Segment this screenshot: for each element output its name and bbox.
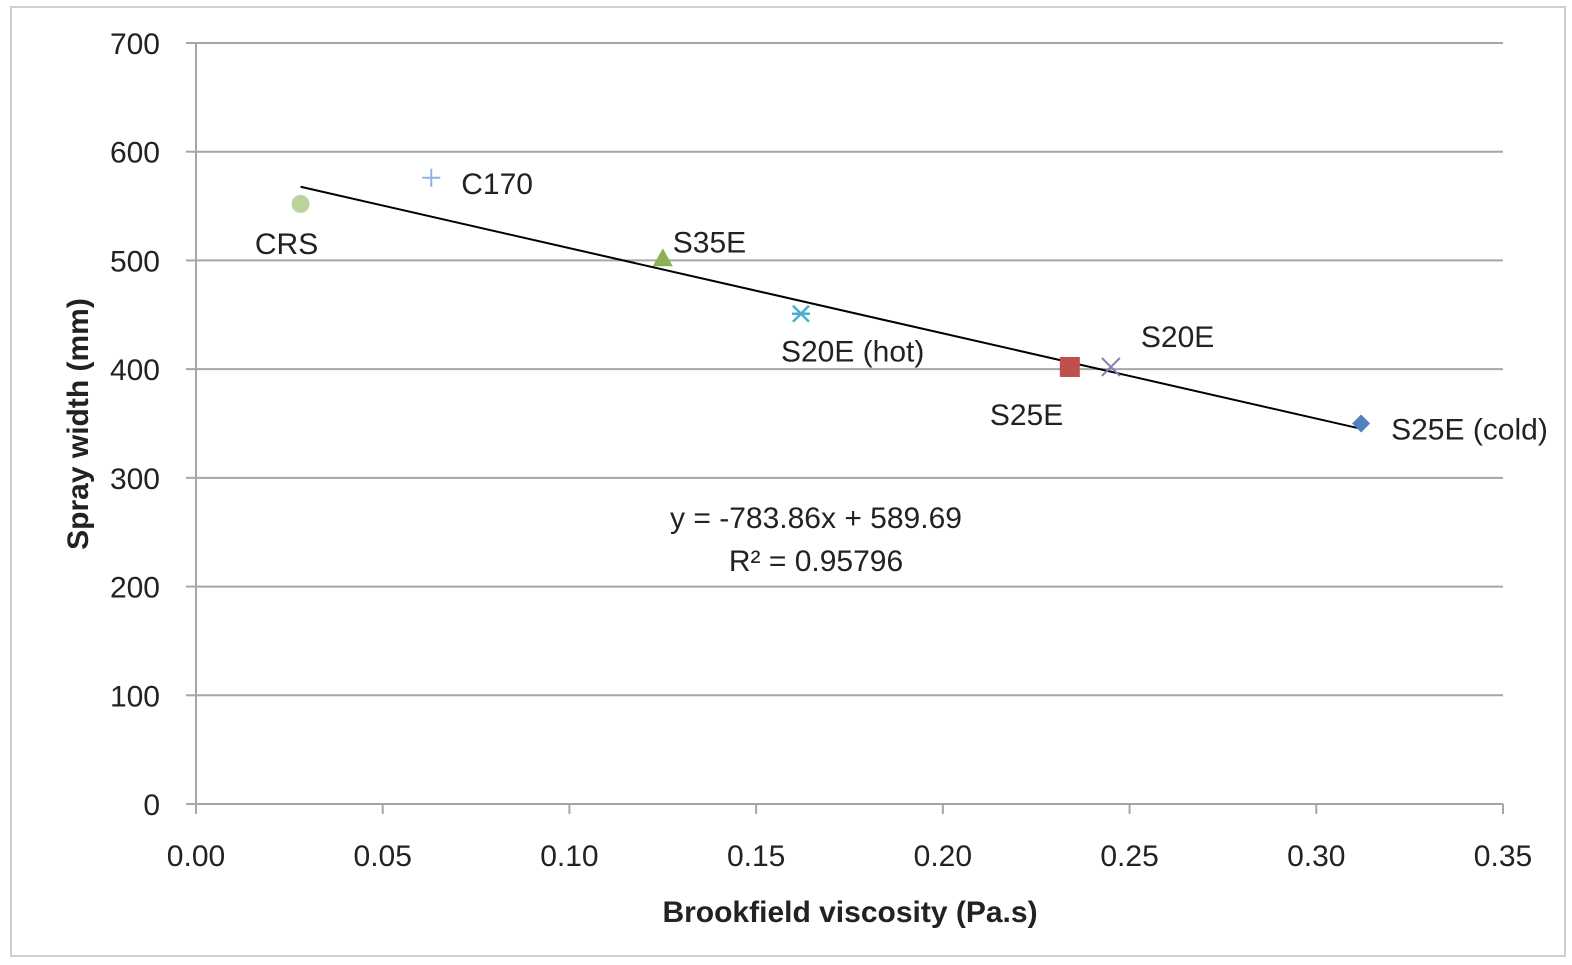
point-labels: CRS C170 S35E S20E (hot) S25E S20E S25E (cold) bbox=[255, 168, 1548, 447]
axes bbox=[186, 42, 1504, 814]
y-axis-title: Spray width (mm) bbox=[62, 298, 95, 550]
x-tick-label-0.15: 0.15 bbox=[727, 840, 785, 873]
point-s20e-hot-label: S20E (hot) bbox=[781, 336, 924, 369]
point-crs bbox=[291, 194, 310, 213]
point-s25e-cold bbox=[1352, 414, 1371, 433]
x-tick-label-0.25: 0.25 bbox=[1100, 840, 1158, 873]
y-tick-label-0: 0 bbox=[143, 789, 160, 822]
y-tick-label-700: 700 bbox=[110, 28, 160, 61]
point-s20e-label: S20E bbox=[1141, 321, 1214, 354]
x-tick-labels: 0.00 0.05 0.10 0.15 0.20 0.25 0.30 0.35 bbox=[167, 840, 1532, 873]
x-tick-label-0.35: 0.35 bbox=[1474, 840, 1532, 873]
x-tick-label-0.05: 0.05 bbox=[354, 840, 412, 873]
point-s35e-label: S35E bbox=[673, 226, 746, 259]
point-s20e bbox=[1101, 357, 1121, 377]
gridlines bbox=[196, 42, 1503, 697]
x-tick-label-0.20: 0.20 bbox=[914, 840, 972, 873]
trendline bbox=[300, 185, 1362, 430]
x-axis-title: Brookfield viscosity (Pa.s) bbox=[662, 896, 1037, 929]
x-tick-label-0.30: 0.30 bbox=[1287, 840, 1345, 873]
point-s20e-hot bbox=[791, 304, 810, 323]
point-s35e bbox=[652, 248, 673, 267]
y-tick-labels: 0 100 200 300 400 500 600 700 bbox=[110, 28, 160, 822]
chart-frame bbox=[10, 6, 1566, 957]
point-s25e-label: S25E bbox=[990, 399, 1063, 432]
x-tick-label-0.00: 0.00 bbox=[167, 840, 225, 873]
trendline-r-squared: R² = 0.95796 bbox=[729, 545, 903, 578]
point-crs-label: CRS bbox=[255, 228, 318, 261]
y-tick-label-100: 100 bbox=[110, 680, 160, 713]
point-s25e-cold-label: S25E (cold) bbox=[1391, 414, 1548, 447]
data-points bbox=[291, 168, 1371, 433]
trendline-equation: y = -783.86x + 589.69 bbox=[670, 502, 962, 535]
y-tick-label-400: 400 bbox=[110, 354, 160, 387]
point-s25e bbox=[1059, 356, 1080, 377]
x-tick-label-0.10: 0.10 bbox=[540, 840, 598, 873]
point-c170-label: C170 bbox=[461, 168, 533, 201]
y-tick-label-300: 300 bbox=[110, 463, 160, 496]
y-tick-label-600: 600 bbox=[110, 137, 160, 170]
point-c170 bbox=[422, 168, 441, 187]
y-tick-label-500: 500 bbox=[110, 245, 160, 278]
y-tick-label-200: 200 bbox=[110, 572, 160, 605]
